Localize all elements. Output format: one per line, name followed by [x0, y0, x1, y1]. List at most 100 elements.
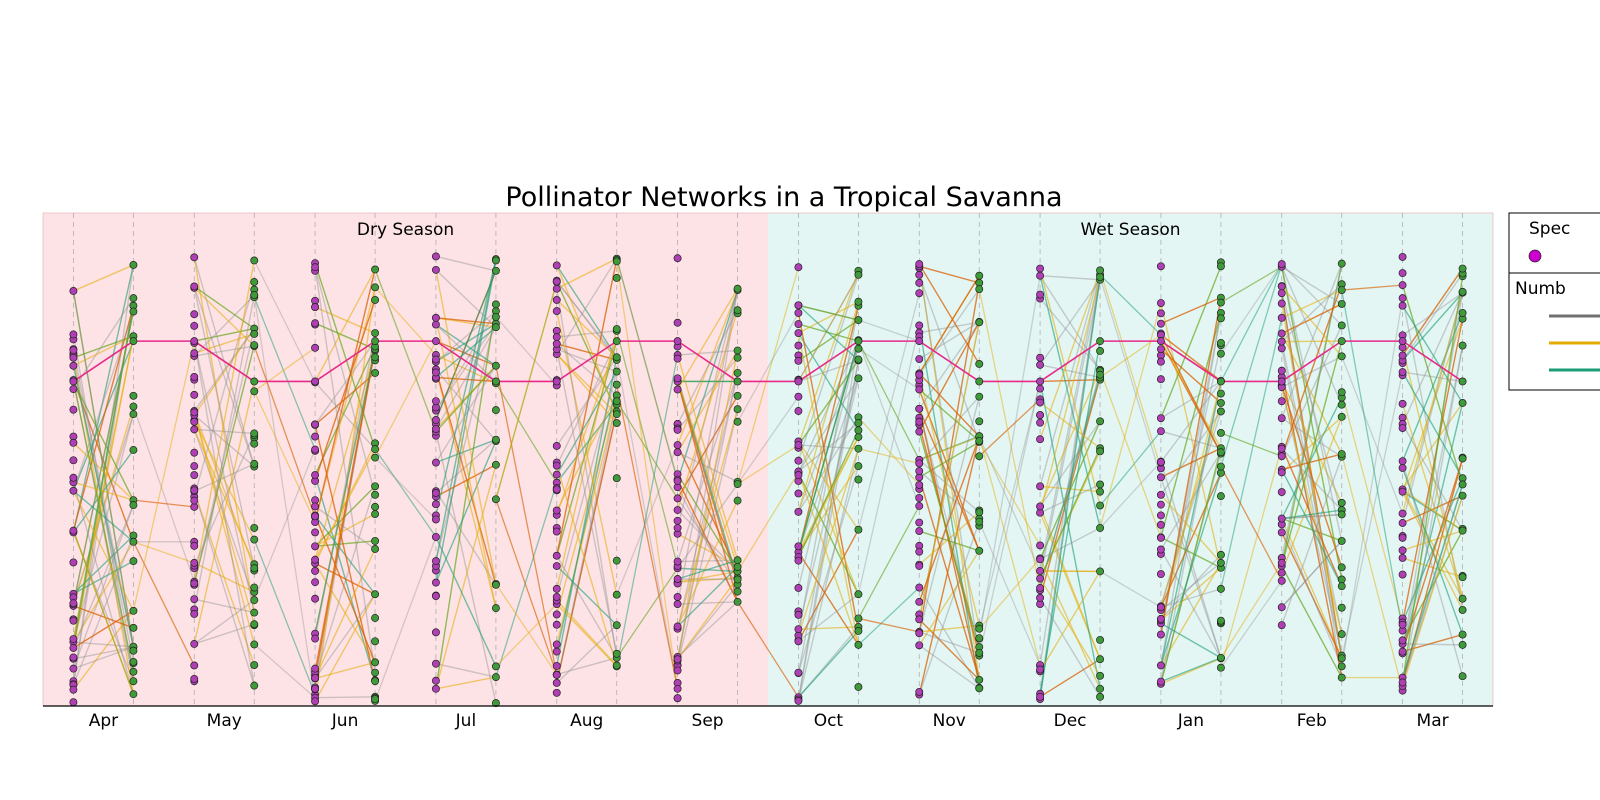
pollinator-node	[69, 644, 78, 652]
interaction-link	[797, 312, 860, 632]
interaction-link	[797, 465, 860, 674]
interaction-link	[1039, 279, 1101, 366]
plant-node	[250, 330, 259, 338]
pollinator-node	[1398, 519, 1407, 527]
plant-node	[1458, 491, 1467, 500]
pollinator-node	[1398, 554, 1407, 562]
interaction-link	[315, 696, 376, 699]
x-axis: Apr May Jun Jul Aug Sep Oct Nov Dec Jan Feb Mar	[43, 705, 1493, 731]
pollinator-node	[794, 668, 803, 677]
plant-node	[129, 337, 138, 346]
interaction-link	[435, 368, 497, 442]
interaction-link	[314, 424, 376, 682]
transition-link	[133, 541, 195, 564]
plant-node	[371, 658, 380, 667]
interaction-link	[556, 340, 618, 466]
interaction-link	[1160, 622, 1222, 659]
interaction-link	[677, 451, 738, 483]
interaction-link	[435, 317, 497, 609]
pollinator-node	[190, 496, 199, 505]
plant-node	[854, 374, 863, 383]
plant-node	[129, 667, 138, 676]
pollinator-node	[431, 515, 440, 524]
plant-node	[1216, 298, 1225, 307]
interaction-link	[1039, 275, 1101, 371]
pollinator-node	[190, 579, 199, 588]
plant-node	[854, 683, 863, 691]
plant-node	[975, 318, 984, 327]
transition-link	[1220, 432, 1282, 457]
plant-node	[250, 608, 259, 617]
interaction-link	[676, 409, 739, 629]
transition-link	[132, 406, 195, 582]
pollinator-node	[794, 637, 803, 646]
transition-link	[495, 482, 558, 678]
transition-link	[1341, 392, 1404, 623]
plant-node	[1216, 314, 1225, 323]
interaction-link	[194, 345, 255, 357]
plant-node	[1216, 262, 1225, 271]
pollinator-node	[1036, 584, 1045, 592]
transition-link	[858, 319, 920, 342]
pollinator-node	[1277, 603, 1286, 612]
pollinator-node	[311, 684, 320, 693]
interaction-link	[435, 369, 497, 609]
pollinator-node	[311, 664, 320, 673]
plant-node	[975, 684, 984, 693]
pollinator-node	[1036, 435, 1045, 444]
pollinator-node	[431, 592, 440, 600]
transition-link	[978, 557, 1041, 630]
transition-link	[374, 536, 437, 702]
interaction-link	[797, 593, 859, 642]
plant-node	[371, 490, 380, 499]
plant-node	[1337, 536, 1346, 545]
interaction-link	[72, 442, 134, 501]
interaction-link	[435, 255, 497, 272]
plant-node	[371, 283, 380, 292]
plant-node	[1337, 630, 1346, 639]
plant-node	[129, 537, 138, 546]
plant-node	[854, 419, 863, 428]
interaction-link	[193, 490, 255, 686]
interaction-link	[1039, 276, 1101, 513]
interaction-link	[676, 372, 739, 658]
interaction-link	[435, 354, 497, 384]
plant-node	[1458, 640, 1467, 649]
pollinator-node	[1277, 260, 1286, 269]
pollinator-node	[673, 694, 682, 703]
pollinator-node	[1156, 677, 1165, 686]
pollinator-node	[190, 253, 199, 262]
plant-node	[371, 329, 380, 338]
pollinator-node	[673, 684, 682, 693]
interaction-link	[556, 600, 618, 666]
season-label: Dry Season	[357, 220, 454, 240]
pollinator-node	[1398, 509, 1407, 518]
plant-node	[975, 675, 984, 684]
plant-node	[250, 459, 259, 468]
pollinator-node	[673, 506, 682, 514]
plant-node	[1337, 510, 1346, 519]
pollinator-node	[673, 441, 682, 450]
interaction-link	[1039, 571, 1101, 672]
interaction-link	[1401, 458, 1464, 652]
plant-node	[1096, 417, 1105, 426]
pollinator-node	[794, 456, 803, 465]
interaction-link	[798, 626, 859, 630]
interaction-link	[676, 473, 739, 572]
pollinator-node	[1277, 329, 1286, 338]
pollinator-node	[190, 674, 199, 683]
interaction-link	[556, 401, 618, 684]
interaction-link	[1039, 374, 1101, 589]
transition-link	[978, 289, 1041, 591]
pollinator-node	[673, 337, 682, 346]
pollinator-node	[915, 370, 924, 379]
interaction-link	[556, 288, 618, 658]
transition-link	[857, 505, 920, 619]
interaction-link	[1401, 284, 1464, 485]
plant-node	[1216, 338, 1225, 347]
plant-node	[1216, 407, 1225, 416]
pollinator-node	[552, 485, 561, 494]
plant-node	[612, 621, 621, 630]
plant-node	[1337, 673, 1346, 682]
interaction-link	[797, 332, 860, 431]
